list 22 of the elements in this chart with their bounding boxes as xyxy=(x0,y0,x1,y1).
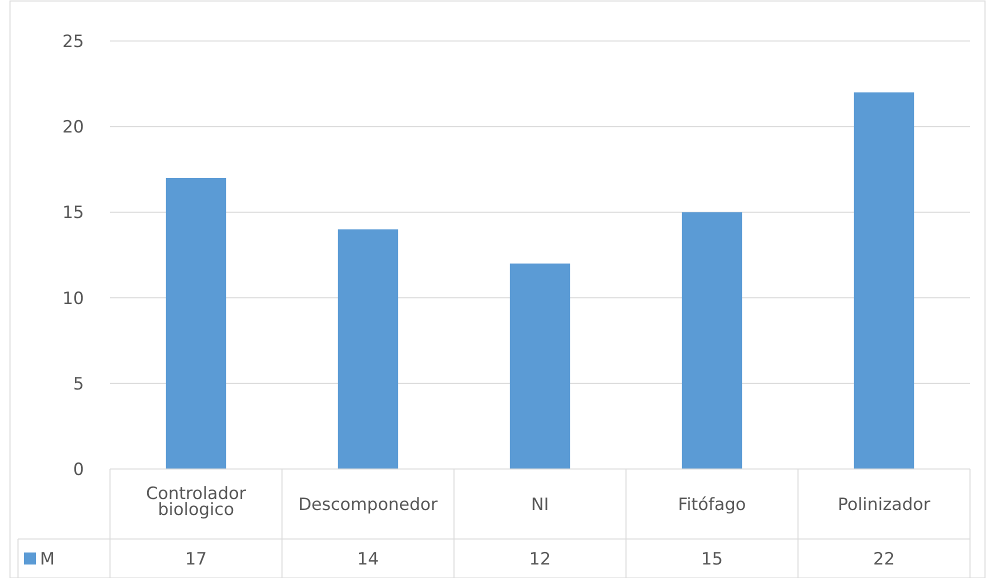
bar xyxy=(682,212,742,469)
x-tick-label: Polinizador xyxy=(838,494,930,515)
y-tick-label: 25 xyxy=(62,32,84,52)
legend-label: M xyxy=(40,549,55,570)
bar xyxy=(338,229,398,469)
x-tick-label: Descomponedor xyxy=(298,494,438,515)
y-tick-label: 5 xyxy=(73,374,84,394)
data-label: 17 xyxy=(185,549,207,570)
x-tick-label: NI xyxy=(531,494,549,515)
x-tick-label: Fitófago xyxy=(678,494,746,515)
data-label: 22 xyxy=(873,549,895,570)
bar xyxy=(854,92,914,469)
data-label: 14 xyxy=(357,549,379,570)
data-label: 12 xyxy=(529,549,551,570)
bar xyxy=(510,264,570,469)
y-tick-label: 15 xyxy=(62,203,84,224)
y-tick-label: 0 xyxy=(73,460,84,480)
y-tick-label: 20 xyxy=(62,118,84,138)
data-label: 15 xyxy=(701,549,723,570)
x-tick-label: Controlador biologico xyxy=(146,484,246,520)
bar xyxy=(166,178,226,469)
y-tick-label: 10 xyxy=(62,288,84,309)
